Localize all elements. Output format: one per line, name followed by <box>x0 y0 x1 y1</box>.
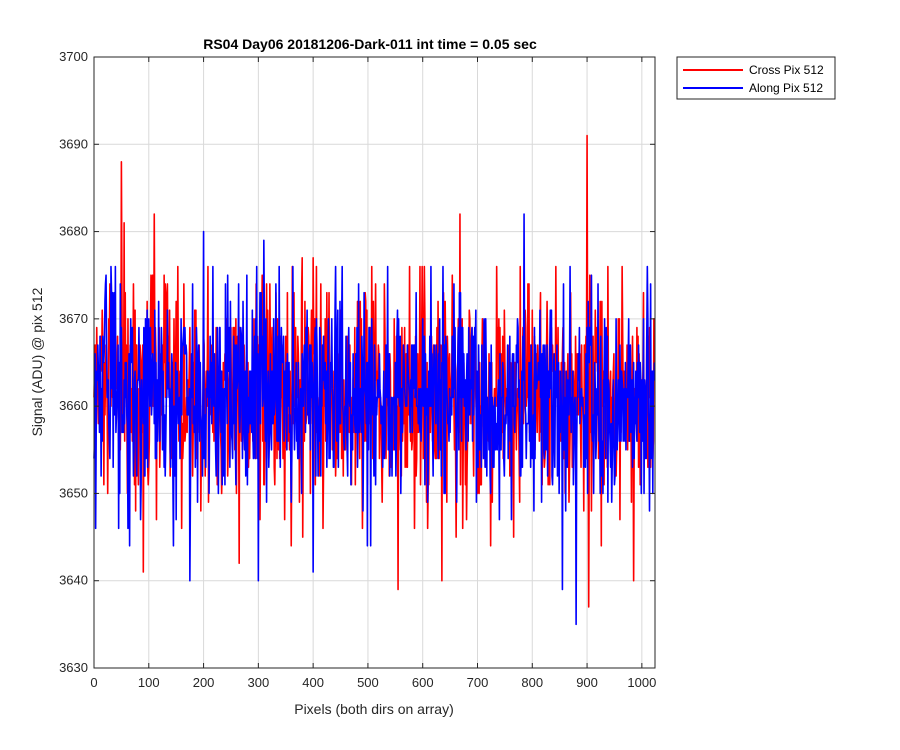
x-tick-label: 100 <box>138 675 160 690</box>
y-axis-label: Signal (ADU) @ pix 512 <box>29 287 45 436</box>
ticks: 0 100 200 300 400 500 600 700 800 900 1000 3630 3640… <box>59 49 656 690</box>
chart-title: RS04 Day06 20181206-Dark-011 int time = … <box>203 36 537 52</box>
x-tick-label: 900 <box>576 675 598 690</box>
x-tick-label: 0 <box>90 675 97 690</box>
legend-label-cross: Cross Pix 512 <box>749 63 824 77</box>
plot-frame <box>93 56 656 669</box>
x-tick-label: 600 <box>412 675 434 690</box>
x-tick-label: 300 <box>248 675 270 690</box>
x-tick-label: 800 <box>521 675 543 690</box>
legend: Cross Pix 512 Along Pix 512 <box>676 56 836 100</box>
y-tick-label: 3630 <box>59 660 88 675</box>
x-tick-label: 700 <box>467 675 489 690</box>
series-line-1 <box>93 213 656 626</box>
y-tick-label: 3680 <box>59 224 88 239</box>
legend-label-along: Along Pix 512 <box>749 81 823 95</box>
x-tick-label: 500 <box>357 675 379 690</box>
series-layer <box>93 134 656 626</box>
y-tick-label: 3660 <box>59 398 88 413</box>
x-tick-label: 1000 <box>627 675 656 690</box>
x-tick-label: 200 <box>193 675 215 690</box>
y-tick-label: 3650 <box>59 485 88 500</box>
legend-box <box>676 56 836 100</box>
y-tick-label: 3690 <box>59 136 88 151</box>
x-tick-label: 400 <box>302 675 324 690</box>
y-tick-label: 3640 <box>59 573 88 588</box>
x-axis-label: Pixels (both dirs on array) <box>294 701 454 717</box>
y-tick-label: 3700 <box>59 49 88 64</box>
y-tick-label: 3670 <box>59 311 88 326</box>
